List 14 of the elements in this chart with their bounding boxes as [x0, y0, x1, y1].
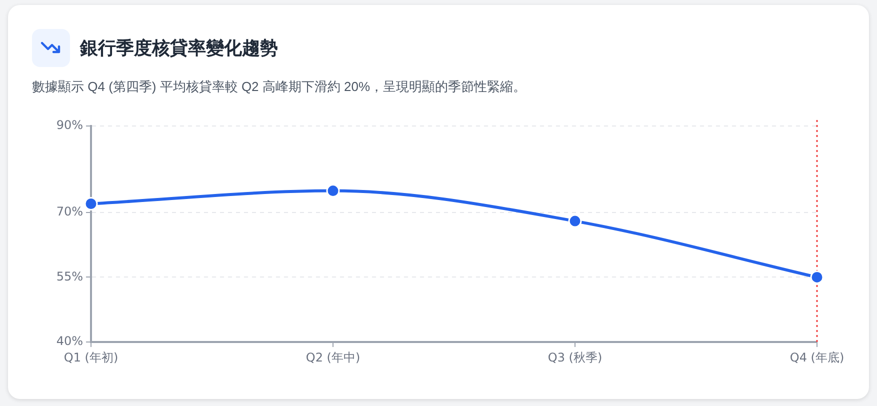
y-tick-label: 70% [56, 204, 83, 219]
x-tick-label: Q4 (年底) [790, 350, 844, 364]
y-tick-label: 55% [56, 269, 83, 284]
point [84, 197, 98, 211]
x-tick-label: Q3 (秋季) [548, 350, 602, 364]
point [568, 214, 582, 228]
y-tick-label: 90% [56, 118, 83, 132]
y-tick-label: 40% [56, 334, 83, 348]
point [326, 184, 340, 198]
chart-title: 銀行季度核貸率變化趨勢 [80, 37, 278, 60]
x-tick-label: Q1 (年初) [64, 350, 118, 364]
chart-subtitle: 數據顯示 Q4 (第四季) 平均核貸率較 Q2 高峰期下滑約 20%，呈現明顯的季節性緊縮。 [32, 78, 526, 96]
point [810, 270, 824, 284]
x-tick-label: Q2 (年中) [306, 350, 360, 364]
